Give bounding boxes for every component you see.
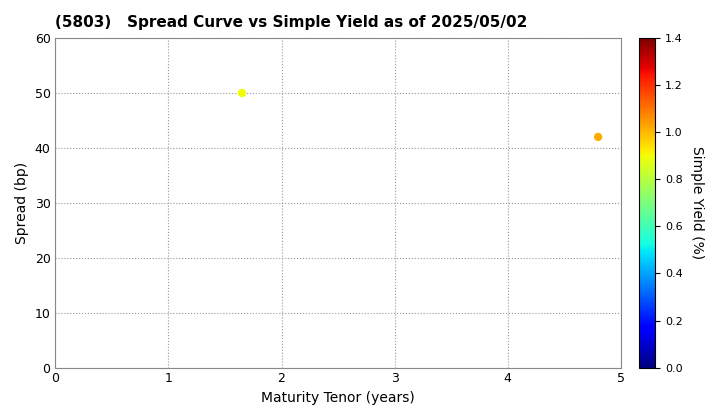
X-axis label: Maturity Tenor (years): Maturity Tenor (years) <box>261 391 415 405</box>
Point <box>236 89 248 96</box>
Point <box>593 134 604 140</box>
Text: (5803)   Spread Curve vs Simple Yield as of 2025/05/02: (5803) Spread Curve vs Simple Yield as o… <box>55 15 528 30</box>
Y-axis label: Simple Yield (%): Simple Yield (%) <box>690 146 703 260</box>
Y-axis label: Spread (bp): Spread (bp) <box>15 162 29 244</box>
